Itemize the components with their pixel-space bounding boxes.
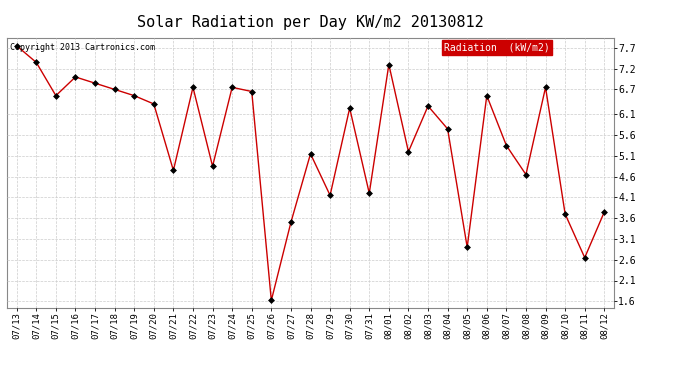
Text: Copyright 2013 Cartronics.com: Copyright 2013 Cartronics.com [10,43,155,52]
Text: Radiation  (kW/m2): Radiation (kW/m2) [444,43,550,53]
Text: Solar Radiation per Day KW/m2 20130812: Solar Radiation per Day KW/m2 20130812 [137,15,484,30]
